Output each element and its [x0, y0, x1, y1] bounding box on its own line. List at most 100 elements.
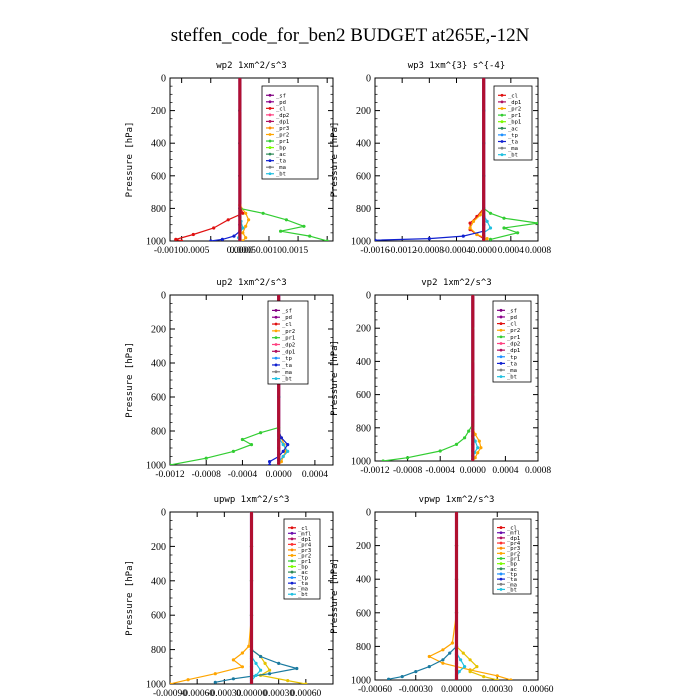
- legend-label: _pr2: [507, 328, 520, 334]
- series-point: [502, 216, 506, 220]
- legend-marker: [499, 322, 503, 325]
- legend-marker: [499, 355, 503, 359]
- y-axis-label: Pressure [hPa]: [125, 342, 135, 418]
- series-point: [477, 439, 481, 443]
- legend-label: _bp1: [508, 120, 521, 126]
- legend-marker: [274, 315, 278, 319]
- legend-label: _cl: [282, 322, 292, 328]
- legend-marker: [274, 377, 278, 380]
- legend-marker: [268, 139, 272, 143]
- legend-label: _tp: [507, 572, 517, 578]
- x-tick-label: 0.0004: [302, 470, 328, 480]
- x-tick-label: 0.00030: [263, 689, 294, 699]
- legend-label: _bt: [298, 592, 308, 598]
- legend-label: _dp1: [508, 100, 521, 106]
- legend-marker: [268, 165, 272, 169]
- y-tick-label: 0: [366, 291, 371, 302]
- legend-label: _ta: [507, 577, 517, 583]
- series-point: [441, 661, 445, 665]
- x-tick-label: -0.0004: [442, 246, 472, 256]
- legend-marker: [500, 113, 504, 117]
- series-point: [281, 443, 285, 447]
- y-tick-label: 600: [356, 390, 371, 401]
- y-tick-label: 600: [356, 608, 371, 619]
- y-axis-label: Pressure [hPa]: [330, 122, 340, 198]
- y-tick-label: 600: [356, 171, 371, 182]
- y-tick-label: 0: [366, 508, 371, 519]
- legend-label: _sf: [507, 308, 517, 314]
- series-point: [241, 231, 245, 235]
- x-tick-label: -0.0016: [360, 246, 390, 256]
- legend-label: _pr2: [508, 107, 521, 113]
- series-point: [295, 666, 299, 671]
- legend-marker: [268, 159, 272, 163]
- series-point: [212, 226, 216, 230]
- legend-marker: [268, 120, 272, 123]
- legend-marker: [290, 570, 294, 574]
- series-point: [259, 654, 263, 659]
- legend-label: _sf: [282, 308, 292, 314]
- series-point: [495, 674, 499, 678]
- legend-marker: [268, 146, 272, 149]
- y-tick-label: 200: [151, 106, 166, 117]
- legend-label: _bt: [276, 172, 286, 178]
- legend-label: _mfl: [507, 531, 520, 537]
- y-tick-label: 0: [161, 74, 166, 85]
- legend-label: _ma: [507, 368, 517, 374]
- series-point: [485, 219, 489, 223]
- series-point: [286, 679, 290, 683]
- legend-marker: [499, 375, 503, 379]
- legend-label: _cl: [298, 526, 308, 532]
- legend-label: _pr1: [507, 557, 520, 563]
- series-point: [279, 229, 283, 233]
- series-point: [277, 661, 281, 666]
- legend: _sf_pd_cl_pr2_pr1_dp2_dp1_tp_ta_ma_bt: [267, 300, 309, 385]
- series-group: [375, 78, 538, 241]
- legend-label: _cl: [507, 322, 517, 328]
- legend-box: [492, 300, 532, 383]
- legend-marker: [500, 120, 504, 124]
- legend-marker: [499, 315, 503, 319]
- series-point: [516, 231, 520, 235]
- series-point: [209, 239, 213, 241]
- legend-label: _cl: [507, 526, 517, 532]
- legend-label: _bp: [276, 146, 286, 152]
- series-point: [304, 682, 308, 684]
- legend-marker: [500, 100, 504, 104]
- x-tick-label: 0.00060: [290, 689, 321, 699]
- chart-panels: wp2 1xm^2/s^3 Pressure [hPa] 0 200 400 600 800…: [125, 61, 554, 699]
- series-point: [247, 218, 251, 222]
- series-point: [448, 651, 452, 655]
- legend-label: _dp1: [282, 349, 295, 355]
- x-tick-label: 0.0000: [266, 470, 292, 480]
- series-group: [173, 78, 329, 241]
- series-point: [244, 224, 248, 228]
- x-tick-label: 0.00060: [523, 685, 554, 695]
- x-tick-label: 0.0000: [460, 466, 486, 476]
- x-tick-label: -0.0008: [415, 246, 445, 256]
- series-point: [471, 219, 476, 223]
- legend-label: _dp1: [298, 537, 311, 543]
- chart-panel: up2 1xm^2/s^3 Pressure [hPa] 0 200 400 600 800…: [125, 278, 334, 480]
- series-point: [536, 221, 538, 225]
- plot-frame: [169, 294, 334, 466]
- legend-marker: [274, 322, 278, 326]
- legend-marker: [274, 343, 278, 346]
- series-point: [268, 463, 272, 465]
- legend-marker: [499, 335, 503, 339]
- series-point: [286, 449, 290, 453]
- legend-marker: [290, 581, 294, 585]
- legend-marker: [500, 153, 504, 157]
- series-point: [467, 429, 471, 433]
- legend-label: _ac: [508, 126, 518, 132]
- x-tick-label: 0.0004: [498, 246, 524, 256]
- legend-marker: [499, 362, 503, 365]
- legend: _sf_pd_cl_pr2_pr1_dp2_dp1_tp_ta_ma_bt: [492, 300, 532, 383]
- chart-title: up2 1xm^2/s^3: [216, 278, 286, 288]
- legend-marker: [499, 526, 503, 529]
- chart-panel: wp3 1xm^{3} s^{-4} Pressure [hPa] 0 200 400 6…: [330, 61, 551, 256]
- y-tick-label: 1000: [351, 237, 371, 248]
- series-point: [387, 677, 391, 680]
- legend-box: [261, 85, 319, 180]
- legend-label: _ma: [508, 146, 518, 152]
